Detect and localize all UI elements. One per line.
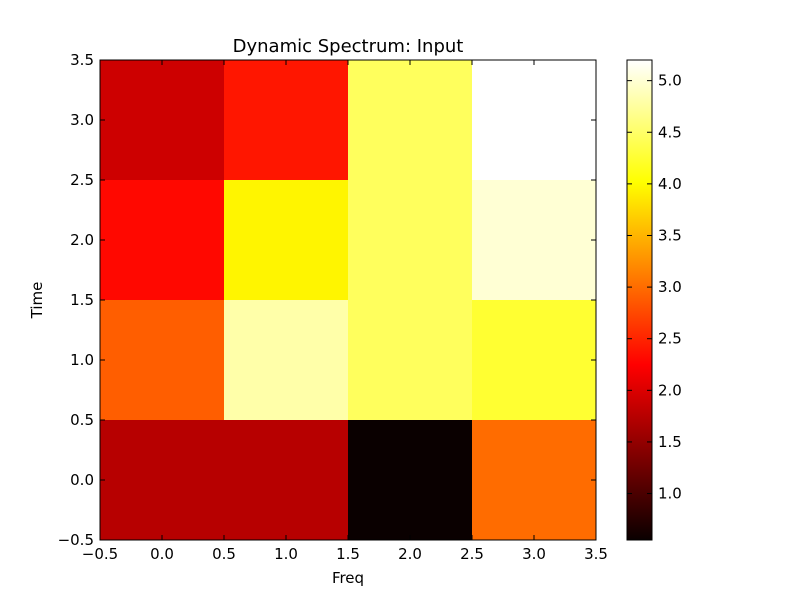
colorbar-tick-label: 1.5 bbox=[658, 433, 682, 451]
heatmap-cell bbox=[100, 420, 224, 540]
x-tick-label: 2.5 bbox=[460, 545, 484, 563]
y-tick-label: −0.5 bbox=[58, 531, 94, 549]
heatmap-cell bbox=[100, 180, 224, 300]
x-tick-label: 1.0 bbox=[274, 545, 298, 563]
x-tick-label: 1.5 bbox=[336, 545, 360, 563]
heatmap-cell bbox=[472, 180, 596, 300]
y-axis-ticks: −0.5 0.0 0.5 1.0 1.5 2.0 2.5 3.0 3.5 bbox=[58, 51, 596, 549]
x-tick-label: 0.0 bbox=[150, 545, 174, 563]
x-tick-label: 3.5 bbox=[584, 545, 608, 563]
x-tick-label: 2.0 bbox=[398, 545, 422, 563]
colorbar bbox=[626, 59, 653, 541]
heatmap-cell bbox=[348, 420, 472, 540]
heatmap-cell bbox=[224, 420, 348, 540]
colorbar-tick-label: 4.5 bbox=[658, 123, 682, 141]
y-tick-label: 0.5 bbox=[70, 411, 94, 429]
heatmap-cell bbox=[100, 60, 224, 180]
colorbar-tick-label: 4.0 bbox=[658, 175, 682, 193]
y-tick-label: 1.5 bbox=[70, 291, 94, 309]
heatmap-cell bbox=[224, 300, 348, 420]
y-tick-label: 3.5 bbox=[70, 51, 94, 69]
x-axis-ticks: −0.5 0.0 0.5 1.0 1.5 2.0 2.5 3.0 3.5 bbox=[82, 60, 608, 563]
colorbar-tick-label: 3.5 bbox=[658, 226, 682, 244]
y-tick-label: 1.0 bbox=[70, 351, 94, 369]
chart-title: Dynamic Spectrum: Input bbox=[233, 36, 464, 57]
heatmap-cell bbox=[348, 180, 472, 300]
x-tick-label: 0.5 bbox=[212, 545, 236, 563]
x-tick-label: −0.5 bbox=[82, 545, 118, 563]
y-tick-label: 2.0 bbox=[70, 231, 94, 249]
colorbar-tick-label: 2.5 bbox=[658, 330, 682, 348]
y-tick-label: 2.5 bbox=[70, 171, 94, 189]
y-tick-label: 3.0 bbox=[70, 111, 94, 129]
heatmap-cell bbox=[100, 300, 224, 420]
heatmap-cell bbox=[472, 300, 596, 420]
colorbar-tick-label: 1.0 bbox=[658, 485, 682, 503]
colorbar-tick-label: 5.0 bbox=[658, 72, 682, 90]
y-tick-label: 0.0 bbox=[70, 471, 94, 489]
heatmap-cell bbox=[472, 420, 596, 540]
heatmap-cell bbox=[472, 60, 596, 180]
x-tick-label: 3.0 bbox=[522, 545, 546, 563]
y-axis-label: Time bbox=[28, 282, 46, 320]
heatmap-cells bbox=[100, 60, 596, 540]
heatmap-cell bbox=[224, 60, 348, 180]
heatmap-cell bbox=[348, 60, 472, 180]
heatmap-cell bbox=[224, 180, 348, 300]
x-axis-label: Freq bbox=[332, 569, 364, 587]
colorbar-tick-label: 2.0 bbox=[658, 381, 682, 399]
colorbar-tick-label: 3.0 bbox=[658, 278, 682, 296]
colorbar-ticks: 1.0 1.5 2.0 2.5 3.0 3.5 4.0 4.5 5.0 bbox=[627, 72, 682, 503]
heatmap-cell bbox=[348, 300, 472, 420]
